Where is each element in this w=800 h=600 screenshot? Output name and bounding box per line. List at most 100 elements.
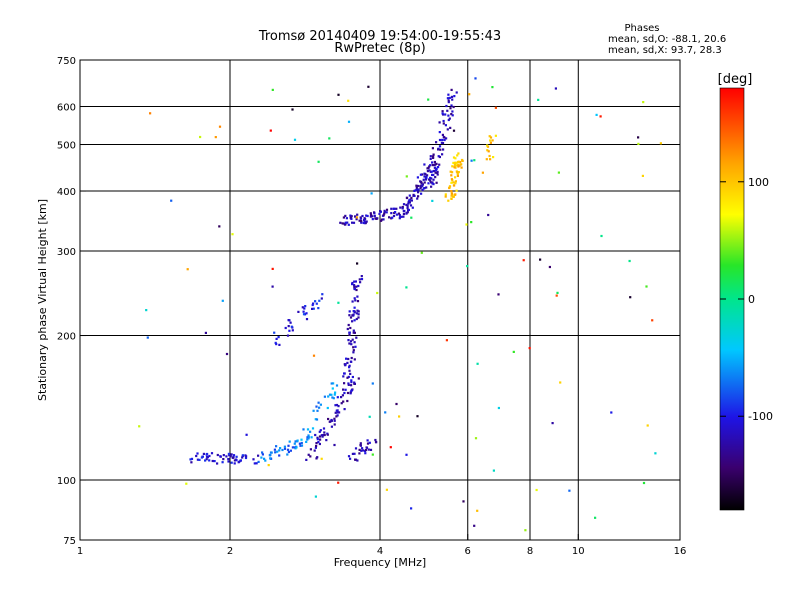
- data-point: [359, 217, 363, 220]
- data-point: [353, 297, 356, 300]
- data-point: [357, 313, 360, 316]
- data-point: [190, 461, 193, 464]
- data-point: [317, 307, 320, 310]
- data-point: [275, 337, 278, 340]
- data-point: [449, 170, 452, 173]
- data-point: [138, 425, 141, 428]
- data-point: [415, 186, 418, 189]
- data-point: [309, 455, 312, 458]
- data-point: [350, 384, 353, 387]
- data-point: [430, 170, 433, 173]
- data-point: [448, 96, 451, 99]
- data-point: [349, 457, 352, 460]
- data-point: [450, 181, 453, 184]
- data-point: [410, 196, 413, 199]
- data-point: [255, 462, 258, 465]
- data-point: [358, 448, 361, 451]
- data-point: [264, 459, 267, 462]
- data-point: [448, 185, 452, 188]
- data-point: [436, 171, 439, 174]
- data-point: [300, 438, 303, 441]
- data-point: [314, 495, 317, 498]
- data-point: [309, 430, 312, 433]
- data-point: [216, 453, 219, 457]
- data-point: [219, 455, 222, 458]
- data-point: [374, 217, 377, 220]
- y-tick-label: 300: [57, 247, 76, 258]
- data-point: [314, 300, 317, 303]
- data-point: [366, 214, 369, 218]
- data-point: [417, 184, 420, 188]
- data-point: [317, 401, 320, 404]
- data-point: [439, 148, 442, 151]
- data-point: [286, 453, 289, 456]
- data-point: [429, 155, 432, 158]
- data-point: [423, 181, 426, 184]
- data-point: [347, 383, 350, 386]
- data-point: [434, 168, 438, 172]
- data-point: [438, 145, 442, 148]
- data-point: [476, 509, 479, 512]
- data-point: [355, 336, 358, 339]
- data-point: [441, 133, 444, 136]
- data-point: [273, 331, 276, 334]
- data-point: [315, 418, 319, 421]
- data-point: [454, 182, 457, 185]
- data-point: [356, 295, 359, 298]
- x-tick-label: 10: [572, 546, 585, 557]
- data-point: [370, 192, 373, 195]
- data-point: [459, 163, 462, 166]
- data-point: [380, 219, 383, 222]
- data-point: [306, 438, 309, 441]
- data-point: [365, 446, 369, 449]
- data-point: [497, 406, 500, 410]
- data-point: [376, 291, 379, 295]
- data-point: [314, 433, 317, 437]
- x-axis-label: Frequency [MHz]: [334, 556, 426, 569]
- data-point: [486, 144, 489, 147]
- data-point: [344, 388, 347, 391]
- data-point: [351, 300, 354, 303]
- y-tick-label: 400: [57, 187, 76, 198]
- data-point: [268, 454, 271, 457]
- data-point: [468, 93, 471, 96]
- data-point: [327, 417, 330, 421]
- data-point: [302, 310, 305, 313]
- data-point: [388, 216, 391, 219]
- data-point: [431, 147, 434, 150]
- data-point: [146, 336, 149, 339]
- data-point: [289, 321, 292, 324]
- data-point: [397, 212, 401, 215]
- data-point: [366, 442, 370, 445]
- data-point: [230, 453, 233, 456]
- data-point: [287, 325, 290, 328]
- data-point: [361, 447, 364, 450]
- data-point: [354, 447, 358, 450]
- data-point: [599, 115, 602, 118]
- data-point: [221, 461, 224, 464]
- data-point: [302, 428, 305, 431]
- data-point: [456, 171, 459, 174]
- data-point: [364, 452, 367, 455]
- data-point: [336, 396, 339, 399]
- data-point: [457, 163, 460, 166]
- data-point: [405, 286, 408, 289]
- data-point: [446, 109, 449, 112]
- data-point: [337, 93, 340, 96]
- data-point: [371, 218, 374, 221]
- data-point: [245, 433, 248, 436]
- data-point: [642, 481, 646, 485]
- data-point: [214, 136, 217, 139]
- data-point: [512, 350, 515, 353]
- data-point: [376, 217, 379, 220]
- data-point: [446, 97, 449, 100]
- data-point: [556, 291, 559, 294]
- data-point: [333, 423, 336, 426]
- data-point: [461, 159, 464, 162]
- data-point: [218, 125, 222, 128]
- data-point: [343, 408, 346, 411]
- data-point: [451, 110, 454, 113]
- data-point: [356, 459, 359, 462]
- data-point: [318, 406, 321, 409]
- data-point: [305, 312, 308, 315]
